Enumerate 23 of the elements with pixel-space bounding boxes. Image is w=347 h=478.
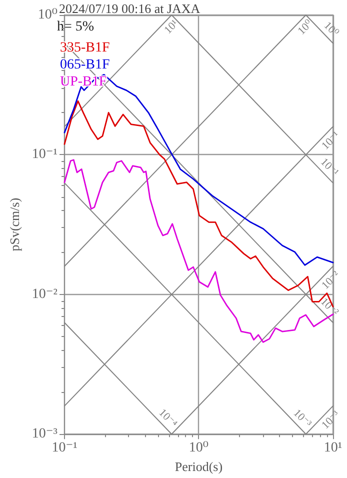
text: 10⁻³	[290, 407, 314, 430]
x-tick-label: 10⁻¹	[52, 440, 78, 456]
text: 10⁻²	[319, 268, 343, 292]
text: 10⁰	[321, 20, 342, 40]
annotation: h= 5%	[57, 20, 94, 34]
text: 10⁻¹	[318, 156, 341, 179]
series-label: 065-B1F	[60, 58, 110, 72]
y-tick-label: 10⁰	[38, 8, 58, 22]
text: 10⁻¹	[319, 129, 342, 152]
text: 10⁻⁴	[156, 406, 180, 430]
text: 10¹	[162, 18, 181, 36]
y-tick-label: 10⁻¹	[32, 147, 58, 162]
y-tick-label: 10⁻²	[32, 286, 58, 302]
x-tick-label: 10⁰	[188, 440, 209, 456]
text: 10⁰	[296, 17, 316, 38]
y-tick-label: 10⁻³	[32, 426, 58, 442]
text: 335-B1F	[60, 40, 110, 56]
x-axis-title: Period(s)	[174, 459, 223, 474]
text: 10⁻³	[319, 408, 343, 432]
x-tick-label: 10¹	[324, 440, 342, 456]
text: 10⁻²	[318, 296, 342, 319]
y-axis-title: pSv(cm/s)	[7, 198, 22, 252]
chart-title: 2024/07/19 00:16 at JAXA	[59, 1, 201, 16]
